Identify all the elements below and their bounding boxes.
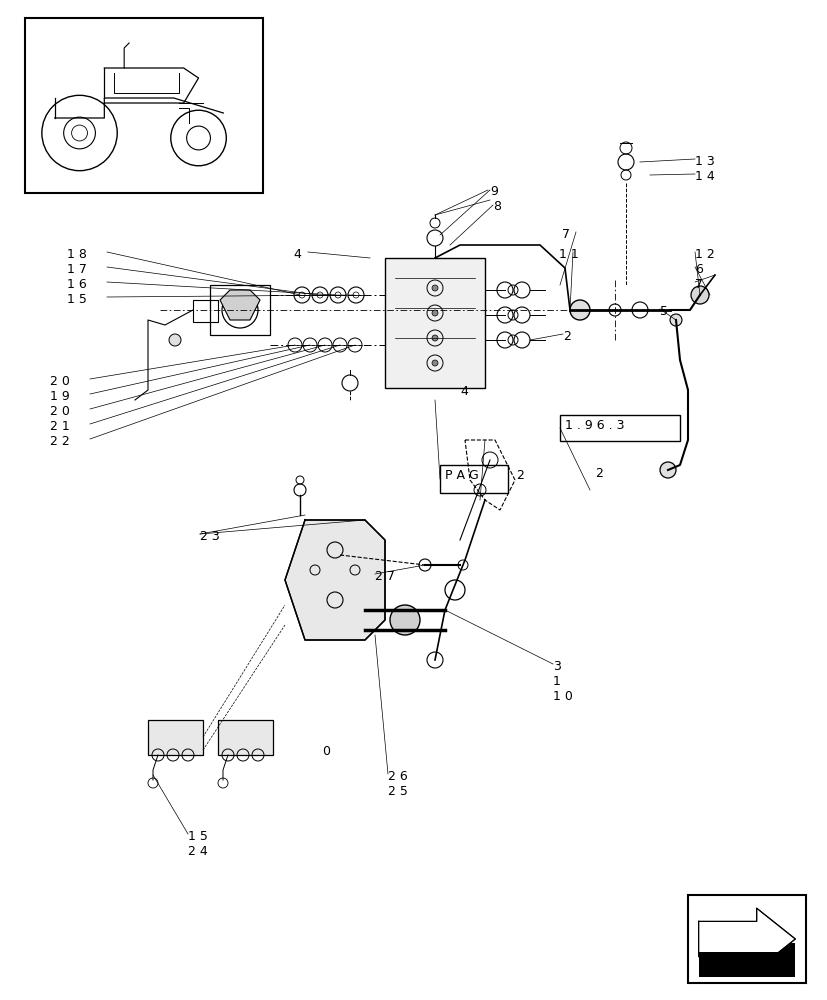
Text: 1 1: 1 1 (558, 248, 578, 261)
Text: 7: 7 (562, 228, 569, 241)
Text: 4: 4 (293, 248, 300, 261)
Text: 2 5: 2 5 (388, 785, 408, 798)
Text: 2 0: 2 0 (50, 405, 69, 418)
Text: 1 9: 1 9 (50, 390, 69, 403)
Text: 2 2: 2 2 (50, 435, 69, 448)
Text: 2: 2 (515, 469, 523, 482)
Text: 9: 9 (490, 185, 497, 198)
Text: 0: 0 (322, 745, 330, 758)
Bar (698, 943, 795, 974)
Text: 1: 1 (552, 675, 560, 688)
Circle shape (659, 462, 675, 478)
Text: 1 6: 1 6 (67, 278, 87, 291)
Text: 1 5: 1 5 (188, 830, 208, 843)
Text: P A G: P A G (444, 469, 478, 482)
Bar (559, 415, 679, 441)
Text: 1 2: 1 2 (694, 248, 714, 261)
Polygon shape (220, 290, 260, 320)
Text: 2 1: 2 1 (50, 420, 69, 433)
Text: 2: 2 (562, 330, 570, 343)
Bar (687, 895, 805, 983)
Text: 2 7: 2 7 (375, 570, 394, 583)
Bar (25, 18, 263, 193)
Circle shape (691, 286, 708, 304)
Bar (193, 300, 218, 322)
Text: 1 3: 1 3 (694, 155, 714, 168)
Text: 1 8: 1 8 (67, 248, 87, 261)
Circle shape (432, 285, 437, 291)
Text: 1 0: 1 0 (552, 690, 572, 703)
Text: 7: 7 (694, 278, 702, 291)
Polygon shape (284, 520, 385, 640)
Text: 4: 4 (460, 385, 467, 398)
Circle shape (669, 314, 681, 326)
Bar (148, 720, 203, 755)
Circle shape (432, 310, 437, 316)
Text: 8: 8 (492, 200, 500, 213)
Text: 2: 2 (595, 467, 602, 480)
Bar (385, 258, 485, 388)
Circle shape (432, 360, 437, 366)
Text: 1 7: 1 7 (67, 263, 87, 276)
Text: 1 . 9 6 . 3: 1 . 9 6 . 3 (564, 419, 624, 432)
Text: 6: 6 (694, 263, 702, 276)
Text: 1 5: 1 5 (67, 293, 87, 306)
Text: 1 4: 1 4 (694, 170, 714, 183)
Bar (439, 465, 508, 493)
Bar (210, 285, 270, 335)
Circle shape (169, 334, 181, 346)
Circle shape (569, 300, 590, 320)
Bar (218, 720, 273, 755)
Text: 2 6: 2 6 (388, 770, 407, 783)
Text: 2 4: 2 4 (188, 845, 208, 858)
Text: 2 0: 2 0 (50, 375, 69, 388)
Circle shape (390, 605, 419, 635)
Text: 5: 5 (659, 305, 667, 318)
Text: 3: 3 (552, 660, 560, 673)
Circle shape (432, 335, 437, 341)
Text: 2 3: 2 3 (200, 530, 219, 543)
Bar (698, 952, 795, 977)
Polygon shape (698, 908, 795, 970)
